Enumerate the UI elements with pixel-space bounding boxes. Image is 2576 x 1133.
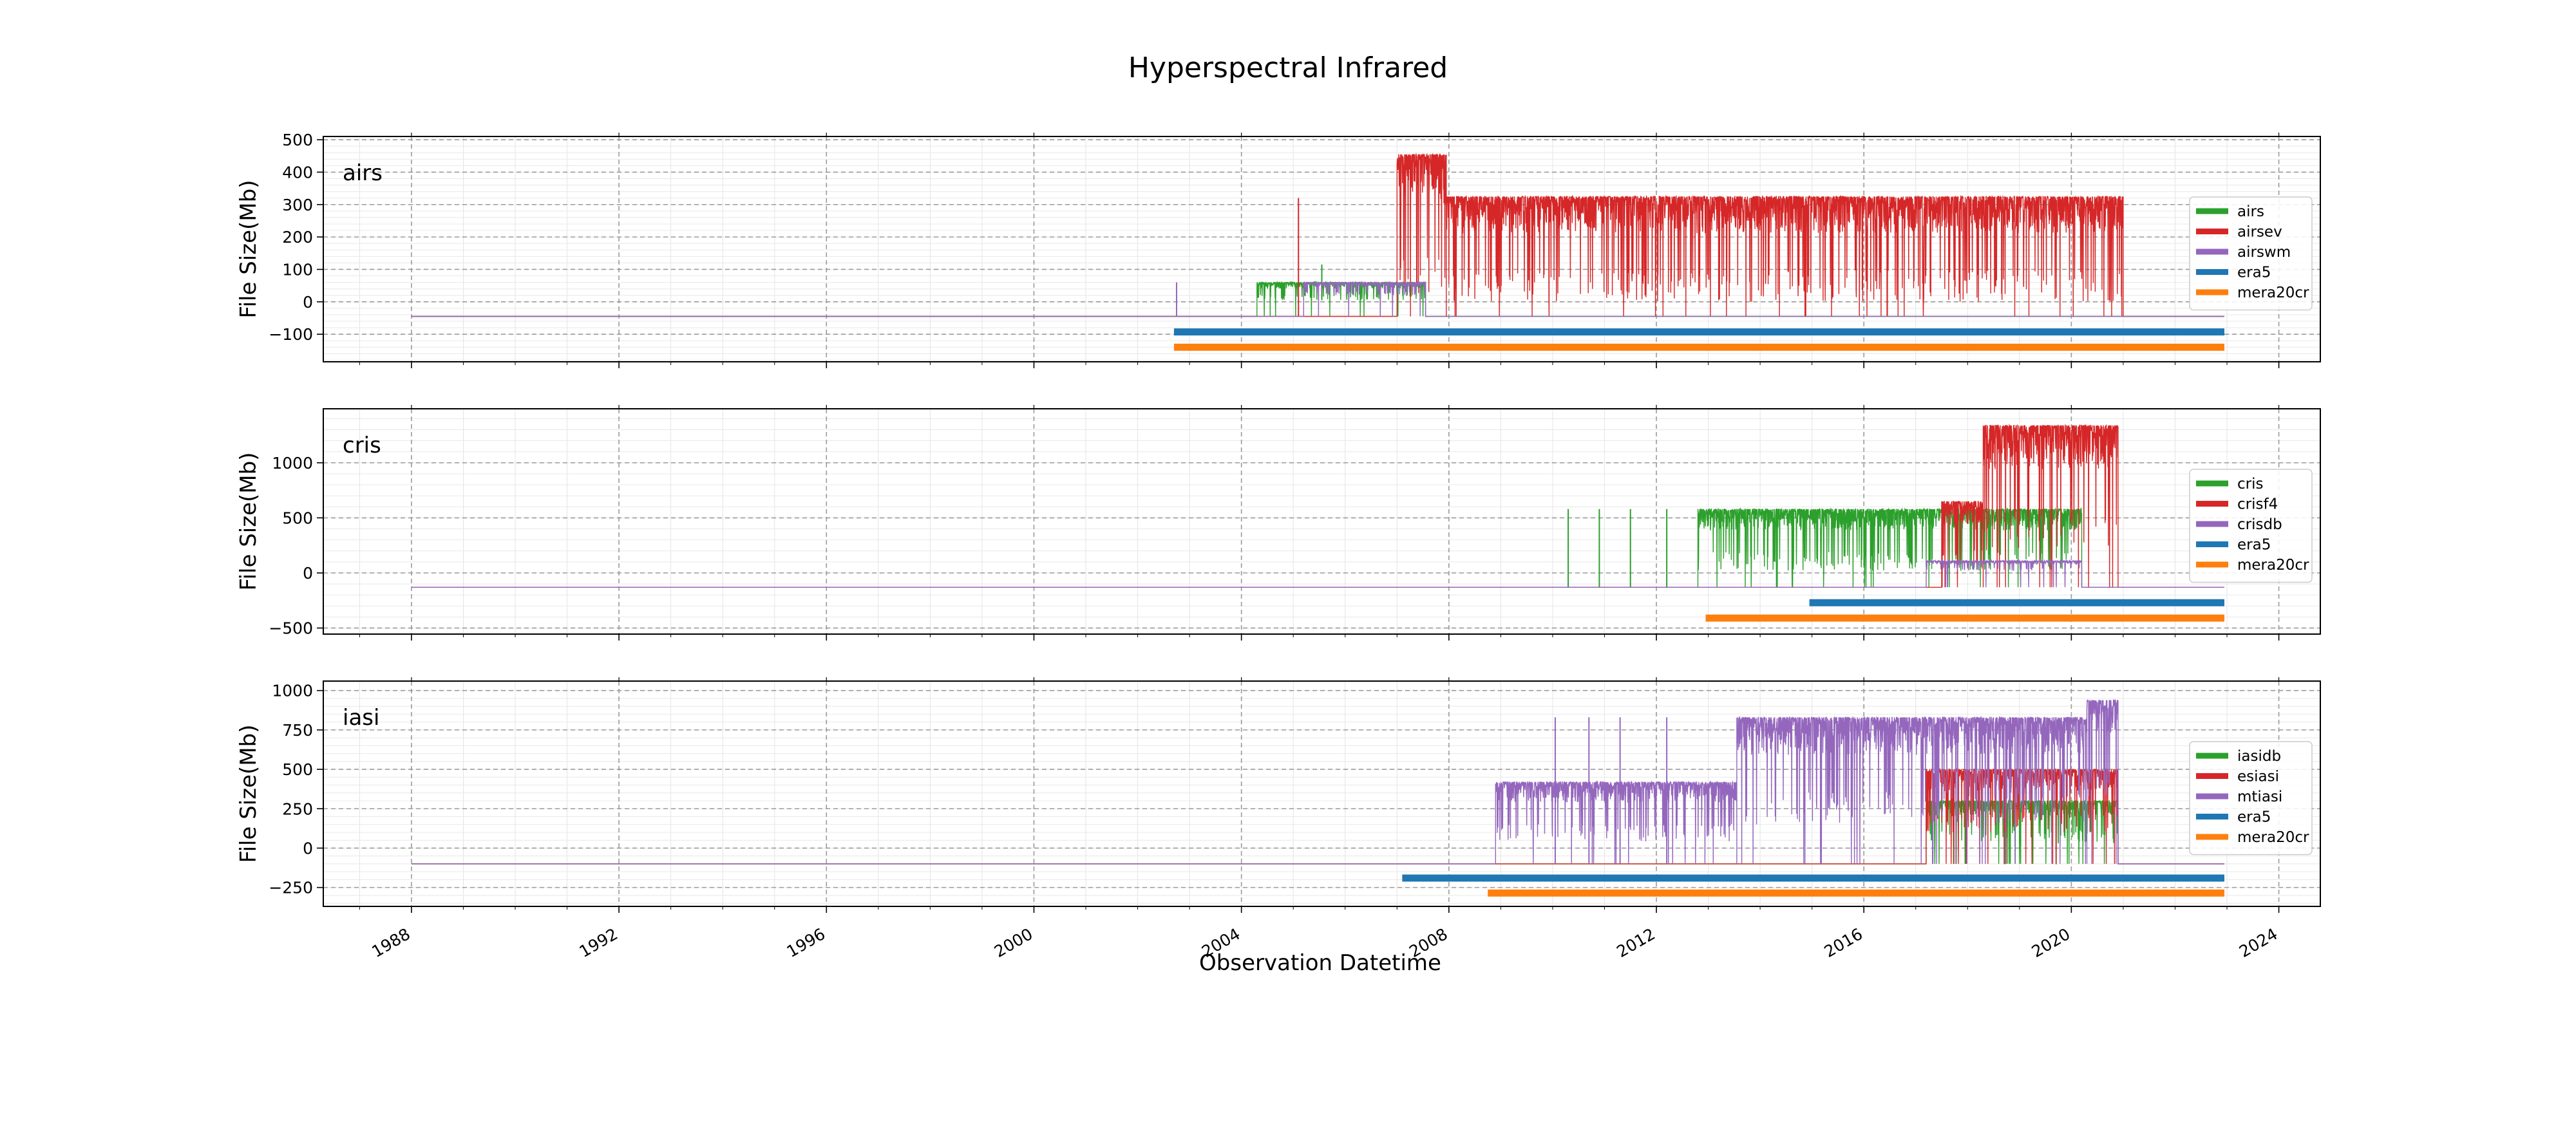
legend-entry-cris: cris [2237,476,2263,492]
y-tick-label: 500 [282,509,313,527]
legend-box [2189,469,2313,583]
y-tick-label: 500 [282,131,313,149]
y-tick-label: −100 [269,325,313,344]
series-mtiasi [411,699,2224,865]
series-crisf4 [411,424,2224,588]
y-tick-label: 1000 [272,682,313,700]
data-area [411,699,2224,897]
y-tick-label: 200 [282,228,313,247]
legend-entry-esiasi: esiasi [2237,769,2279,785]
legend-entry-crisf4: crisf4 [2237,496,2278,513]
x-axis-label: Observation Datetime [1199,950,1441,976]
x-tick-label: 1996 [784,924,829,961]
legend-entry-mtiasi: mtiasi [2237,789,2282,805]
legend: airs airsev airswm era5 mera20cr [2189,196,2313,311]
x-tick-label: 2020 [2029,924,2074,961]
y-axis-label: File Size(Mb) [236,180,261,319]
legend-entry-airs: airs [2237,203,2264,220]
axes-frame [323,136,2321,362]
x-tick-label: 2016 [1821,924,1866,961]
axes-frame [323,680,2321,907]
axes-frame [323,408,2321,635]
y-axis-label: File Size(Mb) [236,453,261,591]
series-line-crisf4 [411,424,2224,588]
legend-box [2189,196,2313,311]
data-area [411,424,2224,622]
series-line-airsev [411,153,2224,317]
legend-entry-mera20cr: mera20cr [2237,557,2309,574]
legend-entry-era5: era5 [2237,809,2271,826]
legend-entry-iasidb: iasidb [2237,748,2281,765]
y-tick-label: 300 [282,196,313,214]
legend-entry-mera20cr: mera20cr [2237,829,2309,846]
y-tick-label: 750 [282,721,313,740]
y-tick-label: 0 [303,839,313,857]
x-tick-label: 2000 [991,924,1036,961]
legend: cris crisf4 crisdb era5 mera20cr [2189,469,2313,583]
panel-label: cris [343,433,381,458]
panel-iasi: −250 0 250 500 750 1000 iasi File Size(Mb) iasid… [236,677,2321,913]
y-tick-label: 0 [303,564,313,583]
legend-entry-era5: era5 [2237,265,2271,281]
series-line-mtiasi [411,699,2224,865]
figure-title: Hyperspectral Infrared [1128,52,1448,84]
series-crisdb [411,559,2224,588]
y-tick-label: 250 [282,800,313,818]
series-line-cris [411,507,2224,588]
legend-entry-airsev: airsev [2237,224,2282,241]
panel-label: iasi [343,705,379,731]
panel-airs: −100 0 100 200 300 400 500 airs File Size(Mb) air… [236,131,2321,368]
legend-entry-airswm: airswm [2237,244,2291,261]
series-line-crisdb [411,559,2224,588]
y-tick-label: 1000 [272,454,313,473]
y-axis-label: File Size(Mb) [236,725,261,863]
x-tick-label: 2024 [2236,924,2281,961]
series-cris [411,507,2224,588]
x-tick-label: 1988 [368,924,413,961]
legend: iasidb esiasi mtiasi era5 mera20cr [2189,741,2313,856]
panel-label: airs [343,160,383,186]
legend-entry-era5: era5 [2237,537,2271,554]
y-tick-label: 100 [282,260,313,279]
x-tick-label: 2012 [1613,924,1658,961]
y-tick-label: −250 [269,879,313,897]
series-airswm [411,281,2224,317]
y-tick-label: 0 [303,293,313,312]
series-line-airswm [411,281,2224,317]
panels: −100 0 100 200 300 400 500 airs File Size(Mb) air… [236,131,2321,961]
series-airsev [411,153,2224,317]
y-tick-label: −500 [269,619,313,638]
y-tick-label: 500 [282,760,313,779]
legend-box [2189,741,2313,856]
x-tick-label: 1992 [576,924,621,961]
legend-entry-mera20cr: mera20cr [2237,285,2309,301]
legend-entry-crisdb: crisdb [2237,516,2282,533]
y-tick-label: 400 [282,163,313,182]
data-area [411,153,2224,351]
